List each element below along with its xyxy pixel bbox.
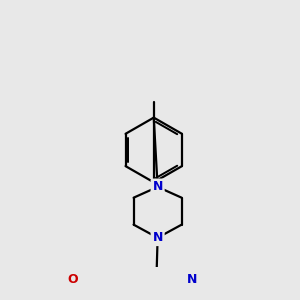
Text: N: N [187,273,197,286]
Text: N: N [152,180,163,194]
Text: O: O [68,273,78,286]
Text: N: N [152,231,163,244]
